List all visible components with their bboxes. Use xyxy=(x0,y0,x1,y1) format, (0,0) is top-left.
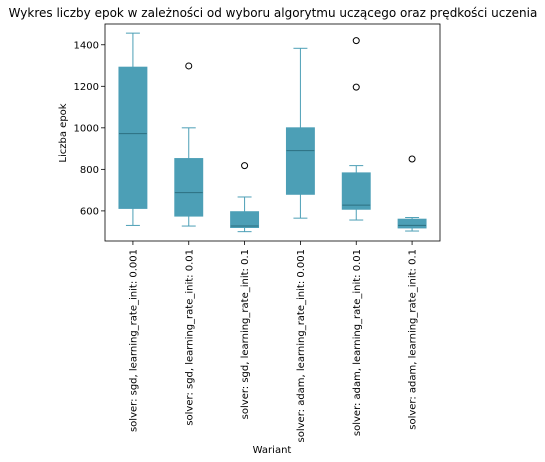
chart-title: Wykres liczby epok w zależności od wybor… xyxy=(9,6,538,20)
plot-area xyxy=(104,23,441,242)
x-tick-label: solver: adam, learning_rate_init: 0.1 xyxy=(408,249,419,430)
box-group xyxy=(397,155,427,232)
outlier-point xyxy=(185,62,193,70)
box-group xyxy=(285,47,315,219)
y-tick-label: 800 xyxy=(80,165,99,176)
box-group xyxy=(341,37,371,221)
y-tick-label: 600 xyxy=(80,206,99,217)
box-group xyxy=(174,62,204,227)
outlier-point xyxy=(408,155,416,163)
x-tick-label: solver: sgd, learning_rate_init: 0.001 xyxy=(128,249,139,432)
y-axis: 600 800 1000 1200 1400 xyxy=(74,40,105,217)
box-group xyxy=(230,162,260,233)
y-tick-label: 1200 xyxy=(74,82,99,93)
x-tick-label: solver: sgd, learning_rate_init: 0.01 xyxy=(184,249,195,426)
box xyxy=(174,158,204,217)
x-axis-label: Wariant xyxy=(253,445,292,456)
plot-frame xyxy=(104,23,441,242)
x-axis: solver: sgd, learning_rate_init: 0.001 so… xyxy=(128,241,419,442)
outlier-point xyxy=(241,162,249,170)
box xyxy=(397,218,427,229)
y-tick-label: 1000 xyxy=(74,123,99,134)
box xyxy=(118,66,148,209)
x-tick-label: solver: adam, learning_rate_init: 0.01 xyxy=(352,249,363,436)
outlier-point xyxy=(352,83,360,91)
x-tick-label: solver: adam, learning_rate_init: 0.001 xyxy=(296,249,307,442)
y-tick-label: 1400 xyxy=(74,40,99,51)
box-group xyxy=(118,32,148,226)
outlier-point xyxy=(352,37,360,45)
box xyxy=(230,211,260,229)
box xyxy=(285,127,315,195)
x-tick-label: solver: sgd, learning_rate_init: 0.1 xyxy=(240,249,251,419)
box xyxy=(341,172,371,210)
y-axis-label: Liczba epok xyxy=(58,103,69,162)
